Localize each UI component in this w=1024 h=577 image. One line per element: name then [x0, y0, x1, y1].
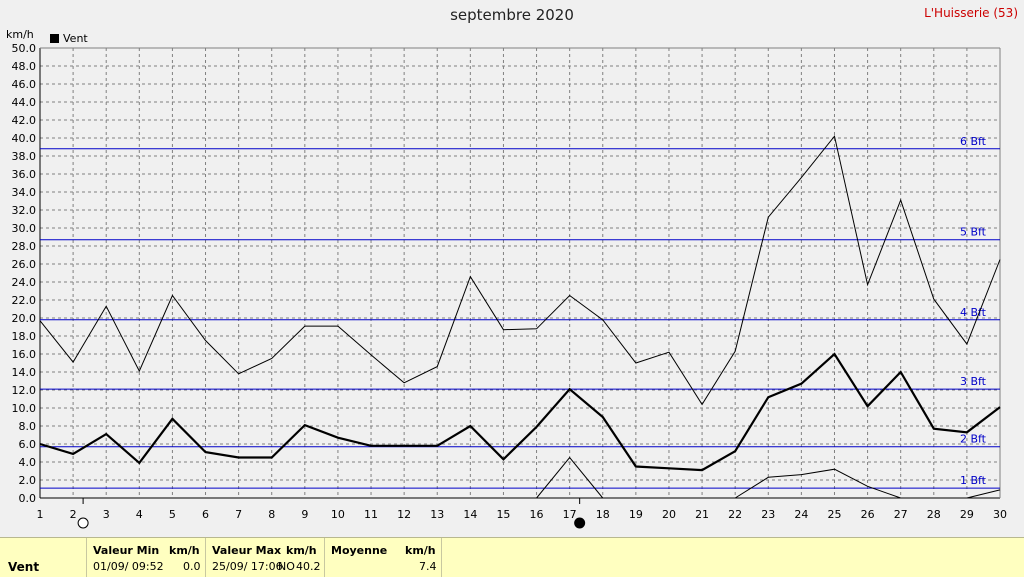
- y-tick-label: 16.0: [12, 348, 37, 361]
- x-tick-label: 13: [430, 508, 444, 521]
- x-tick-label: 28: [927, 508, 941, 521]
- max-date: 25/09/ 17:06: [212, 560, 283, 573]
- x-tick-label: 30: [993, 508, 1007, 521]
- x-tick-label: 17: [563, 508, 577, 521]
- y-tick-label: 12.0: [12, 384, 37, 397]
- mean-value: 7.4: [419, 560, 437, 573]
- max-direction: NO: [278, 560, 295, 573]
- x-tick-label: 8: [268, 508, 275, 521]
- y-tick-label: 28.0: [12, 240, 37, 253]
- mean-unit: km/h: [405, 544, 436, 557]
- max-value: 40.2: [296, 560, 321, 573]
- x-tick-label: 9: [301, 508, 308, 521]
- stats-max-cell: Valeur Max km/h 25/09/ 17:06 NO 40.2: [206, 538, 325, 577]
- y-tick-label: 6.0: [19, 438, 37, 451]
- x-tick-label: 26: [861, 508, 875, 521]
- y-tick-label: 18.0: [12, 330, 37, 343]
- min-unit: km/h: [169, 544, 200, 557]
- x-tick-label: 23: [761, 508, 775, 521]
- x-tick-label: 5: [169, 508, 176, 521]
- y-tick-label: 34.0: [12, 186, 37, 199]
- x-tick-label: 27: [894, 508, 908, 521]
- beaufort-label: 3 Bft: [960, 375, 987, 388]
- min-header: Valeur Min: [93, 544, 160, 557]
- wind-chart: 0.0 2.0 4.0 6.0 8.0 10.0 12.0 14.0 16.0 18.0 20.0 2…: [12, 42, 1007, 529]
- min-value: 0.0: [183, 560, 201, 573]
- x-tick-label: 12: [397, 508, 411, 521]
- beaufort-label: 4 Bft: [960, 306, 987, 319]
- mean-header: Moyenne: [331, 544, 388, 557]
- stats-min-cell: Valeur Min km/h 01/09/ 09:52 0.0: [87, 538, 206, 577]
- y-tick-label: 0.0: [19, 492, 37, 505]
- plot-area: [40, 48, 1000, 498]
- y-tick-label: 2.0: [19, 474, 37, 487]
- legend-swatch: [50, 34, 59, 43]
- max-header: Valeur Max: [212, 544, 282, 557]
- y-tick-label: 40.0: [12, 132, 37, 145]
- x-tick-label: 3: [103, 508, 110, 521]
- x-tick-label: 1: [37, 508, 44, 521]
- x-tick-label: 29: [960, 508, 974, 521]
- x-tick-label: 15: [496, 508, 510, 521]
- y-tick-label: 14.0: [12, 366, 37, 379]
- x-tick-label: 22: [728, 508, 742, 521]
- max-unit: km/h: [286, 544, 317, 557]
- series-line-max: [39, 135, 1001, 406]
- legend-label: Vent: [63, 32, 88, 45]
- series-line-mean: [39, 352, 1001, 472]
- new-moon-icon: [574, 517, 586, 529]
- y-tick-label: 48.0: [12, 60, 37, 73]
- y-tick-label: 24.0: [12, 276, 37, 289]
- x-tick-label: 25: [827, 508, 841, 521]
- full-moon-icon: [77, 517, 89, 529]
- beaufort-label: 2 Bft: [960, 433, 987, 446]
- x-tick-label: 14: [463, 508, 477, 521]
- series-line-min: [966, 489, 1001, 499]
- y-tick-label: 4.0: [19, 456, 37, 469]
- y-tick-label: 36.0: [12, 168, 37, 181]
- x-tick-label: 2: [70, 508, 77, 521]
- x-tick-label: 21: [695, 508, 709, 521]
- stats-row-label: Vent: [8, 560, 40, 574]
- x-tick-label: 7: [235, 508, 242, 521]
- y-tick-label: 10.0: [12, 402, 37, 415]
- x-tick-label: 10: [331, 508, 345, 521]
- y-tick-label: 50.0: [12, 42, 37, 55]
- y-tick-label: 26.0: [12, 258, 37, 271]
- y-tick-label: 8.0: [19, 420, 37, 433]
- y-tick-label: 22.0: [12, 294, 37, 307]
- y-tick-label: 46.0: [12, 78, 37, 91]
- y-tick-label: 20.0: [12, 312, 37, 325]
- beaufort-label: 5 Bft: [960, 226, 987, 239]
- x-tick-label: 11: [364, 508, 378, 521]
- x-tick-label: 24: [794, 508, 808, 521]
- x-tick-label: 18: [596, 508, 610, 521]
- legend: Vent: [50, 32, 88, 45]
- station-name: L'Huisserie (53): [924, 6, 1018, 20]
- y-tick-label: 30.0: [12, 222, 37, 235]
- beaufort-label: 1 Bft: [960, 474, 987, 487]
- x-tick-label: 20: [662, 508, 676, 521]
- x-tick-label: 4: [136, 508, 143, 521]
- y-tick-label: 44.0: [12, 96, 37, 109]
- series-line-min: [734, 468, 901, 499]
- stats-label-cell: [0, 538, 87, 577]
- x-tick-label: 16: [530, 508, 544, 521]
- stats-mean-cell: Moyenne km/h 7.4: [325, 538, 442, 577]
- y-tick-label: 32.0: [12, 204, 37, 217]
- x-tick-label: 19: [629, 508, 643, 521]
- y-axis-unit: km/h: [6, 28, 34, 41]
- series-line-min: [536, 456, 604, 499]
- x-tick-label: 6: [202, 508, 209, 521]
- beaufort-label: 6 Bft: [960, 135, 987, 148]
- y-tick-label: 42.0: [12, 114, 37, 127]
- y-tick-label: 38.0: [12, 150, 37, 163]
- chart-title: septembre 2020: [450, 6, 574, 24]
- stats-panel: Vent Valeur Min km/h 01/09/ 09:52 0.0 Va…: [0, 537, 1024, 577]
- min-date: 01/09/ 09:52: [93, 560, 164, 573]
